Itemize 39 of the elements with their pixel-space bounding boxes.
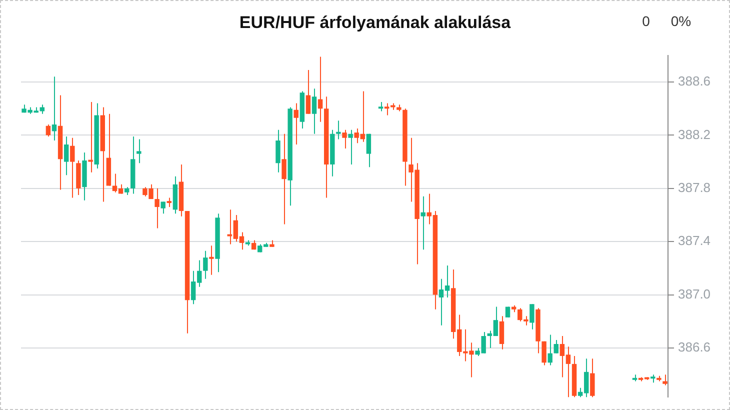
candlestick: [348, 129, 353, 165]
candlestick: [160, 201, 166, 214]
y-tick-label: 388.6: [678, 74, 711, 89]
chart-title: EUR/HUF árfolyamának alakulása: [239, 12, 512, 32]
candlestick: [312, 88, 317, 134]
candlestick: [276, 129, 280, 173]
candlestick: [203, 250, 208, 280]
candlestick: [378, 101, 384, 112]
candlestick: [136, 138, 142, 164]
candlestick: [530, 304, 534, 330]
candlestick: [548, 334, 552, 366]
candlestick: [554, 340, 558, 354]
candlestick: [88, 101, 93, 173]
candlestick: [166, 197, 172, 208]
candlestick: [209, 245, 214, 276]
candlestick: [64, 136, 69, 176]
y-tick-label: 386.6: [678, 340, 711, 355]
candlestick: [306, 70, 311, 114]
candlestick: [420, 196, 426, 250]
candlestick: [70, 137, 75, 198]
text: 0: [642, 12, 650, 29]
candlestick: [318, 56, 323, 122]
candlestick: [294, 102, 298, 146]
y-tick-label: 388.2: [678, 126, 711, 142]
y-tick-label: 387.8: [678, 180, 711, 195]
candlestick: [499, 316, 504, 350]
text: 0%: [670, 12, 692, 29]
candlestick: [366, 133, 372, 168]
candlestick: [342, 129, 347, 149]
candlestick: [154, 188, 160, 229]
candlestick: [52, 76, 57, 142]
y-tick-label: 387.0: [678, 286, 711, 302]
y-tick-label: 387.4: [678, 233, 711, 248]
candlestick: [336, 120, 341, 140]
candlestick: [662, 374, 668, 386]
candlestick: [282, 133, 286, 225]
candlestick: [590, 358, 595, 398]
candlestick: [46, 124, 51, 138]
candlestick: [542, 340, 546, 366]
